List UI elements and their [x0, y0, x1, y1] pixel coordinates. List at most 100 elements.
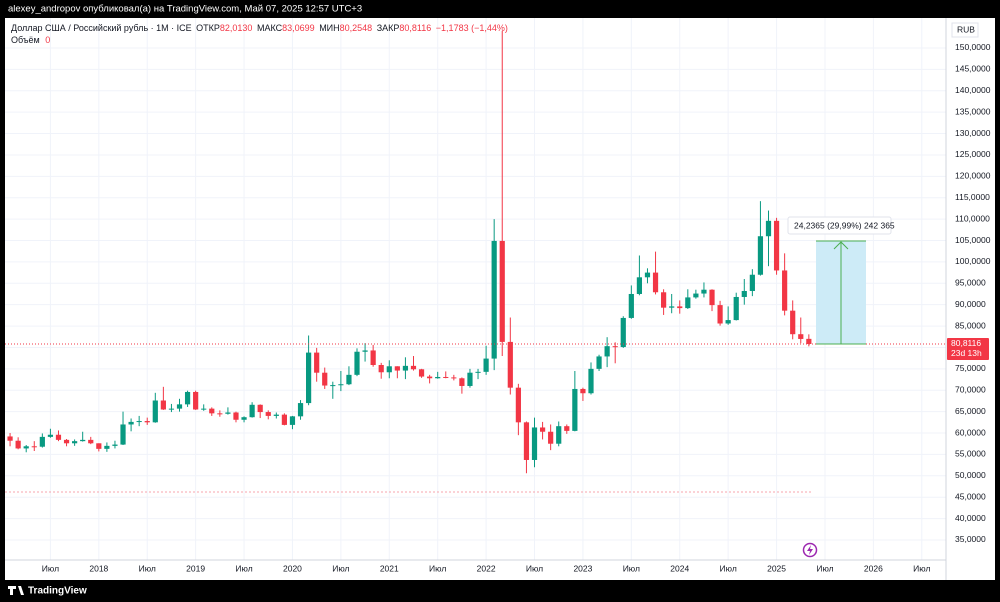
currency-box[interactable] [951, 22, 979, 38]
symbol: Доллар США / Российский рубль · 1М · ICE [11, 23, 192, 33]
volume-legend: Объём 0 [11, 35, 50, 45]
candle-body [338, 384, 344, 386]
candle-body [499, 240, 505, 342]
candle-body [556, 426, 562, 444]
volume-label: Объём [11, 35, 40, 45]
x-tick-label: Июл [429, 563, 446, 573]
candle-body [612, 346, 618, 348]
publisher: alexey_andropov опубликовал(а) на Tradin… [8, 4, 362, 15]
candle-body [652, 272, 659, 293]
y-tick-label: 70,0000 [955, 384, 986, 394]
candle-body [144, 421, 150, 423]
x-tick-label: Июл [913, 563, 930, 573]
candle-body [233, 412, 239, 420]
legend: Доллар США / Российский рубль · 1М · ICE… [11, 23, 508, 33]
y-tick-label: 125,0000 [955, 149, 991, 159]
candle-body [160, 400, 166, 410]
candle-body [31, 446, 37, 448]
x-tick-label: 2020 [283, 563, 302, 573]
last-price-box [947, 337, 989, 360]
candle-body [176, 404, 183, 409]
candle-body [418, 369, 425, 377]
candle-body [596, 356, 602, 369]
y-tick-label: 40,0000 [955, 513, 986, 523]
candle-body [435, 376, 441, 379]
x-tick-label: Июл [623, 563, 640, 573]
candle-body [289, 416, 296, 425]
candle-body [709, 289, 715, 306]
candle-body [467, 372, 473, 386]
candle-body [354, 351, 360, 375]
candle-body [620, 317, 626, 348]
y-tick-label: 65,0000 [955, 406, 986, 416]
candle-body [128, 421, 134, 425]
candle-body [88, 439, 94, 444]
x-tick-label: Июл [526, 563, 543, 573]
measure-arrowhead [833, 241, 849, 250]
close-label: ЗАКР [377, 23, 400, 33]
measure-label: 24,2365 (29,99%) 242 365 [794, 220, 895, 230]
currency: RUB [957, 24, 975, 34]
candle-body [168, 408, 175, 410]
candle-body [757, 236, 764, 275]
grid [5, 18, 946, 560]
candle-body [451, 377, 457, 379]
y-tick-label: 95,0000 [955, 278, 986, 288]
candles [5, 30, 946, 474]
x-tick-label: 2025 [767, 563, 786, 573]
candle-body [314, 352, 320, 373]
candle-body [362, 350, 368, 352]
x-tick-label: 2022 [477, 563, 496, 573]
y-tick-label: 140,0000 [955, 85, 991, 95]
candle-body [443, 376, 449, 378]
y-tick-label: 105,0000 [955, 235, 991, 245]
x-tick-label: 2021 [380, 563, 399, 573]
y-tick-label: 150,0000 [955, 42, 991, 52]
candle-body [209, 408, 215, 414]
event-icon[interactable] [802, 542, 818, 558]
candle-body [7, 436, 13, 441]
candle-body [677, 306, 683, 309]
candle-body [806, 338, 812, 344]
y-tick-label: 60,0000 [955, 427, 986, 437]
candle-body [394, 366, 400, 371]
candle-body [741, 290, 747, 297]
x-tick-label: Июл [139, 563, 156, 573]
candle-body [539, 427, 546, 432]
candle-body [523, 422, 530, 460]
y-tick-label: 90,0000 [955, 299, 986, 309]
candle-body [685, 297, 691, 309]
candle-body [330, 385, 336, 387]
candle-body [580, 388, 586, 394]
candle-body [644, 272, 651, 278]
candle-body [346, 374, 352, 385]
candle-body [483, 358, 489, 372]
candle-body [701, 289, 707, 294]
candle-body [749, 274, 755, 291]
candle-body [297, 403, 304, 417]
candle-body [184, 391, 191, 405]
candle-body [96, 443, 102, 449]
candle-body [322, 372, 328, 386]
candle-body [661, 292, 667, 308]
high-label: МАКС [257, 23, 283, 33]
candle-body [717, 305, 723, 324]
brand-logo [8, 586, 24, 595]
candle-body [402, 365, 409, 371]
candle-body [225, 412, 231, 414]
x-tick-label: Июл [720, 563, 737, 573]
low-value: 80,2548 [340, 23, 373, 33]
candle-body [23, 446, 29, 449]
measure-tool: 24,2365 (29,99%) 242 365 [787, 216, 895, 345]
event-circle[interactable] [802, 542, 818, 558]
y-tick-label: 135,0000 [955, 106, 991, 116]
candle-body [410, 365, 417, 370]
change: −1,1783 (−1,44%) [436, 23, 508, 33]
candle-body [47, 434, 54, 437]
candle-body [193, 391, 199, 410]
candle-body [725, 320, 731, 324]
candle-body [604, 346, 610, 357]
y-tick-label: 145,0000 [955, 64, 991, 74]
y-tick-label: 75,0000 [955, 363, 986, 373]
